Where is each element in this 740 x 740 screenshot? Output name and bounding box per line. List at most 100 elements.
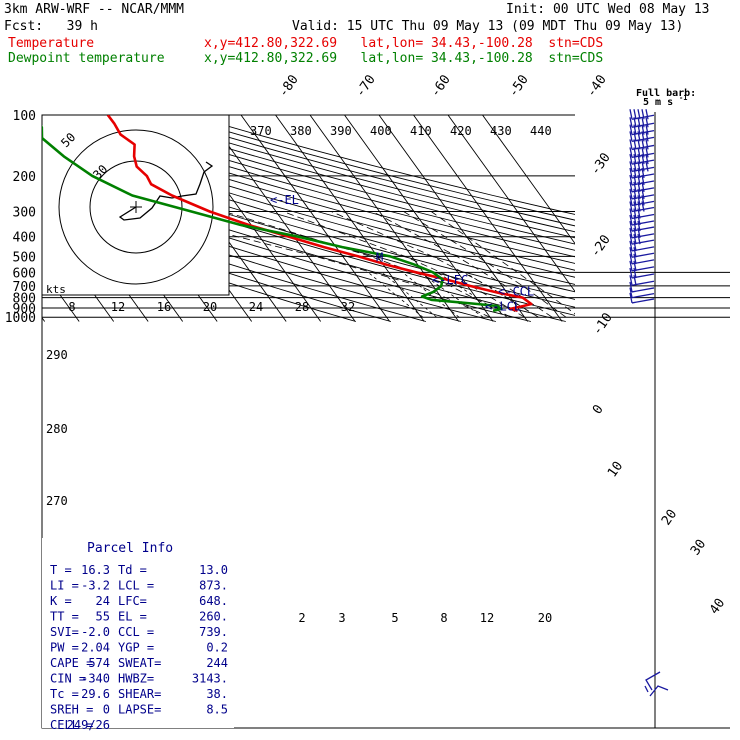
isotherm-label: -80 (276, 72, 302, 100)
wind-barb-flag (633, 109, 637, 120)
pressure-label-900: 900 (13, 302, 36, 317)
wind-barb-shaft (631, 292, 655, 299)
parcel-value: 0 (103, 703, 110, 717)
parcel-value: 55 (96, 610, 110, 624)
wind-barb-flag (645, 139, 649, 150)
legend-temperature: Temperature (8, 36, 95, 51)
forecast-hour: Fcst: 39 h (4, 19, 98, 34)
wind-legend-value: 5 m s (643, 97, 673, 108)
parcel-label: SWEAT= (118, 656, 161, 670)
wind-barb-flag (629, 147, 633, 158)
mixing-ratio-label: 5 (391, 611, 398, 625)
parcel-value: 873. (199, 579, 228, 593)
isotherm-label: 20 (659, 507, 680, 528)
hodo-speed-label: 12 (111, 300, 125, 314)
parcel-label: HWBZ= (118, 672, 154, 686)
wind-barb-flag (645, 154, 649, 165)
mixing-ratio-label: 12 (480, 611, 494, 625)
wind-barb-flag (633, 139, 637, 150)
wind-barb-flag (641, 109, 645, 120)
wind-barb-flag (645, 147, 649, 158)
isotherm-label: -40 (584, 72, 610, 100)
wind-barb-flag (629, 240, 633, 252)
parcel-label: SREH = (50, 703, 93, 717)
wind-barb-flag (641, 154, 645, 165)
isotherm (309, 115, 460, 322)
wind-barb-flag (637, 201, 641, 212)
init-time: Init: 00 UTC Wed 08 May 13 (506, 2, 710, 17)
parcel-label: EL = (118, 610, 147, 624)
wind-barb-flag (645, 131, 649, 142)
parcel-value: -2.0 (81, 625, 110, 639)
wind-barb-flag (629, 247, 633, 258)
wind-barb-flag (641, 174, 645, 186)
parcel-value: 244 (206, 656, 228, 670)
wind-barb-flag (629, 220, 633, 232)
isotherm-label: 40 (707, 596, 728, 617)
parcel-label: LFC= (118, 594, 147, 608)
wind-barb-flag (637, 220, 641, 232)
isotherm-label: 0 (590, 402, 607, 417)
isotherm-label: -20 (588, 232, 614, 260)
parcel-label: Tc = (50, 687, 79, 701)
wind-barb-flag (629, 139, 633, 150)
pressure-label-100: 100 (13, 109, 36, 124)
wind-barb-flag (633, 275, 637, 286)
wind-barb-flag (629, 260, 633, 271)
wind-barb-flag (633, 117, 637, 128)
parcel-value: 0.2 (206, 641, 228, 655)
wind-barb-flag (629, 267, 633, 279)
wind-barb-flag (641, 201, 645, 212)
parcel-label: LI = (50, 579, 79, 593)
isotherm (0, 115, 10, 321)
moist-adiabat (430, 211, 581, 318)
wind-barb-flag (633, 240, 637, 252)
wind-barb-shaft (631, 298, 655, 304)
wind-barb-flag (629, 117, 633, 128)
wind-barb-flag (633, 227, 637, 238)
wind-barb-flag (637, 233, 641, 245)
theta-label: 400 (370, 124, 392, 138)
parcel-label: LCL = (118, 579, 154, 593)
annotation-lfc: <-LFC (432, 273, 468, 287)
wind-barb-flag (637, 139, 641, 150)
mixing-ratio-label: 20 (538, 611, 552, 625)
wind-barb-flag (629, 131, 633, 142)
isotherm (447, 115, 598, 322)
wind-barb-flag (633, 247, 637, 258)
hodo-speed-label: 32 (341, 300, 355, 314)
trace-dewpoint-temperature (42, 115, 503, 313)
wind-barb-flag (637, 227, 641, 238)
isotherm-label: -60 (428, 72, 454, 100)
mixing-ratio-label: 2 (298, 611, 305, 625)
wind-barb-flag (629, 208, 633, 219)
isotherm-label: -50 (506, 72, 532, 100)
wind-barb-flag (633, 214, 637, 226)
parcel-value: 648. (199, 594, 228, 608)
wind-barb-flag (641, 124, 645, 135)
parcel-value: 739. (199, 625, 228, 639)
theta-label-left: 280 (46, 422, 68, 436)
pressure-label-300: 300 (13, 205, 36, 220)
wind-barb-flag (629, 188, 633, 200)
wind-barb-flag (633, 131, 637, 142)
dry-adiabat (42, 115, 427, 322)
wind-barb-flag (637, 174, 641, 186)
hodo-ring (58, 129, 214, 285)
wind-barb-flag (629, 275, 633, 286)
hodo-unit-label: kts (46, 283, 66, 296)
wind-barb-flag (629, 253, 633, 265)
parcel-value: 260. (199, 610, 228, 624)
parcel-value: 24 (96, 594, 110, 608)
wind-barb-flag (637, 124, 641, 135)
parcel-label: SHEAR= (118, 687, 161, 701)
moist-adiabat (282, 211, 525, 318)
trace-temperature (106, 115, 533, 313)
isotherm-label: 30 (688, 537, 709, 558)
theta-label: 430 (490, 124, 512, 138)
hodo-speed-label: 24 (249, 300, 263, 314)
mixing-ratio-label: 8 (440, 611, 447, 625)
dry-adiabat (188, 115, 730, 322)
annotation-lcl: <-LCL (485, 299, 521, 313)
wind-barb-flag (637, 181, 641, 193)
